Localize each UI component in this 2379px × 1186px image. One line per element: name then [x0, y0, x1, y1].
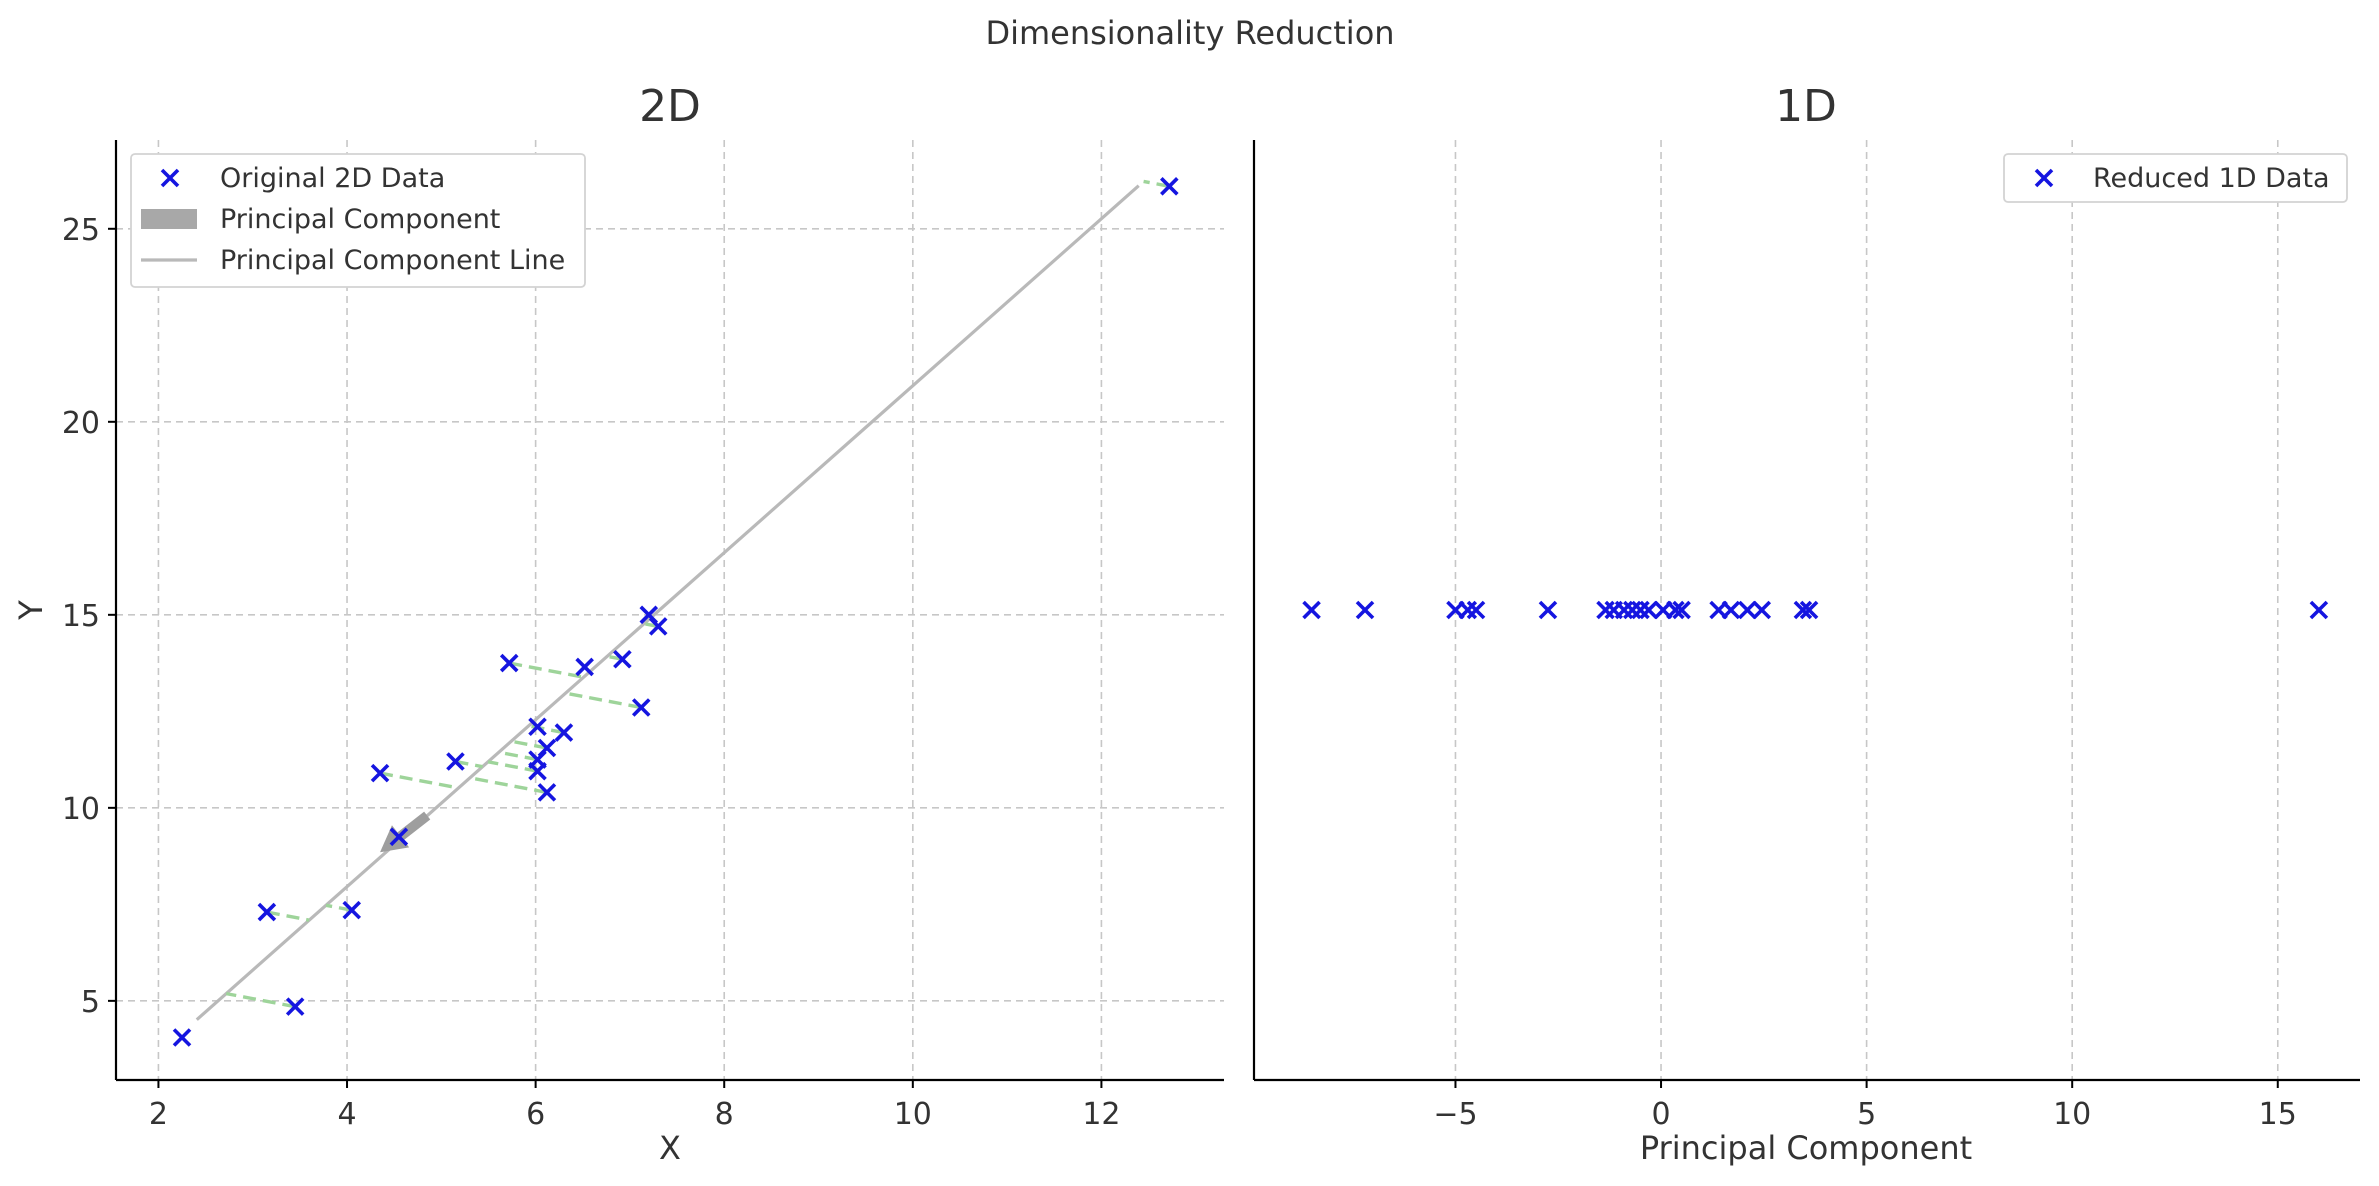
x-tick-label-1d: 10 — [2053, 1097, 2091, 1132]
axes-2d: 2 4 6 8 10 12 5 10 15 20 25 — [62, 140, 1224, 1132]
data-point-2d — [446, 752, 465, 771]
panel-2d: 2 4 6 8 10 12 5 10 15 20 25 2D X Y Original 2D Dat… — [12, 81, 1224, 1167]
legend-2d-patch-icon — [141, 209, 197, 229]
y-axis-label-2d: Y — [12, 600, 50, 621]
x-tick-label-2d: 10 — [894, 1097, 932, 1132]
projection-line — [498, 750, 538, 762]
legend-2d-label-pcline: Principal Component Line — [220, 245, 565, 276]
principal-component-line — [195, 184, 1140, 1021]
legend-1d-box — [2003, 153, 2348, 203]
data-point-2d — [172, 1028, 192, 1047]
x-tick-label-2d: 12 — [1082, 1097, 1120, 1132]
data-point-1d — [1614, 600, 1634, 620]
data-point-2d — [499, 653, 519, 673]
data-point-1d — [1799, 600, 1819, 620]
data-point-1d — [1738, 600, 1757, 620]
figure-suptitle: Dimensionality Reduction — [985, 14, 1394, 52]
data-point-1d — [1666, 600, 1685, 620]
projection-line — [565, 691, 642, 710]
data-point-2d — [528, 717, 547, 737]
data-point-2d — [613, 649, 632, 669]
projection-line — [455, 759, 483, 769]
projection-line — [528, 724, 565, 735]
data-point-1d — [2309, 600, 2329, 620]
data-point-2d — [537, 738, 557, 758]
projection-line — [379, 771, 459, 790]
data-point-2d — [1160, 177, 1179, 196]
x-tick-label-1d: −5 — [1433, 1097, 1477, 1132]
points-1d-layer — [1302, 600, 2329, 620]
data-point-1d — [1596, 600, 1615, 620]
data-point-2d — [631, 698, 651, 717]
projection-line — [508, 661, 584, 679]
data-point-2d — [257, 902, 277, 922]
panel-title-1d: 1D — [1775, 81, 1837, 132]
projection-line — [325, 903, 353, 912]
panel-title-2d: 2D — [639, 81, 701, 132]
data-point-1d — [1721, 600, 1741, 620]
data-point-2d — [575, 657, 594, 677]
y-tick-label-2d: 10 — [62, 792, 100, 827]
legend-1d-marker-icon — [2034, 168, 2054, 188]
x-tick-label-2d: 8 — [715, 1097, 734, 1132]
y-tick-label-2d: 5 — [81, 985, 100, 1020]
panel-1d: −5 0 5 10 15 1D Principal Component Reduced … — [1252, 81, 2360, 1167]
x-tick-label-2d: 6 — [526, 1097, 545, 1132]
data-point-1d — [1631, 600, 1650, 620]
legend-2d-marker-icon — [160, 168, 180, 188]
projection-line — [487, 760, 538, 773]
data-point-2d — [648, 617, 668, 636]
projection-line — [266, 910, 310, 922]
data-point-1d — [1355, 600, 1375, 620]
points-2d-layer — [172, 177, 1179, 1047]
data-point-1d — [1458, 600, 1478, 620]
data-point-1d — [1672, 600, 1691, 620]
x-tick-label-1d: 0 — [1651, 1097, 1670, 1132]
data-point-2d — [389, 827, 409, 847]
legend-1d: Reduced 1D Data — [2003, 153, 2348, 203]
legend-2d: Original 2D Data Principal Component Pri… — [130, 153, 586, 288]
data-point-1d — [1752, 600, 1772, 620]
data-point-1d — [1466, 600, 1486, 620]
data-point-1d — [1622, 600, 1642, 620]
y-tick-label-2d: 15 — [62, 599, 100, 634]
data-point-2d — [342, 900, 362, 920]
projection-line — [1143, 179, 1170, 188]
x-axis-label-1d: Principal Component — [1640, 1129, 1972, 1167]
x-tick-label-1d: 15 — [2259, 1097, 2297, 1132]
data-point-1d — [1793, 600, 1813, 620]
projection-line — [469, 776, 548, 795]
projection-line — [510, 739, 548, 750]
legend-2d-label-original: Original 2D Data — [220, 163, 445, 194]
y-tick-label-2d: 20 — [62, 406, 100, 441]
axes-1d: −5 0 5 10 15 — [1252, 140, 2360, 1132]
x-axis-label-2d: X — [659, 1129, 681, 1167]
projection-line — [225, 991, 296, 1009]
legend-2d-label-pc: Principal Component — [220, 204, 500, 235]
data-point-1d — [1302, 600, 1321, 620]
data-point-2d — [537, 783, 557, 802]
legend-2d-box — [130, 153, 586, 288]
pc-line-layer — [195, 184, 1140, 1021]
data-point-1d — [1538, 600, 1558, 620]
grid-1d — [1454, 140, 2279, 1080]
projection-lines-layer — [225, 179, 1170, 1009]
x-tick-label-2d: 4 — [337, 1097, 356, 1132]
data-point-2d — [554, 723, 574, 742]
x-tick-label-1d: 5 — [1857, 1097, 1876, 1132]
data-point-2d — [285, 997, 305, 1016]
data-point-2d — [370, 763, 390, 783]
legend-1d-label: Reduced 1D Data — [2093, 163, 2330, 194]
data-point-1d — [1639, 600, 1658, 620]
y-tick-label-2d: 25 — [62, 213, 100, 248]
x-tick-label-2d: 2 — [149, 1097, 168, 1132]
